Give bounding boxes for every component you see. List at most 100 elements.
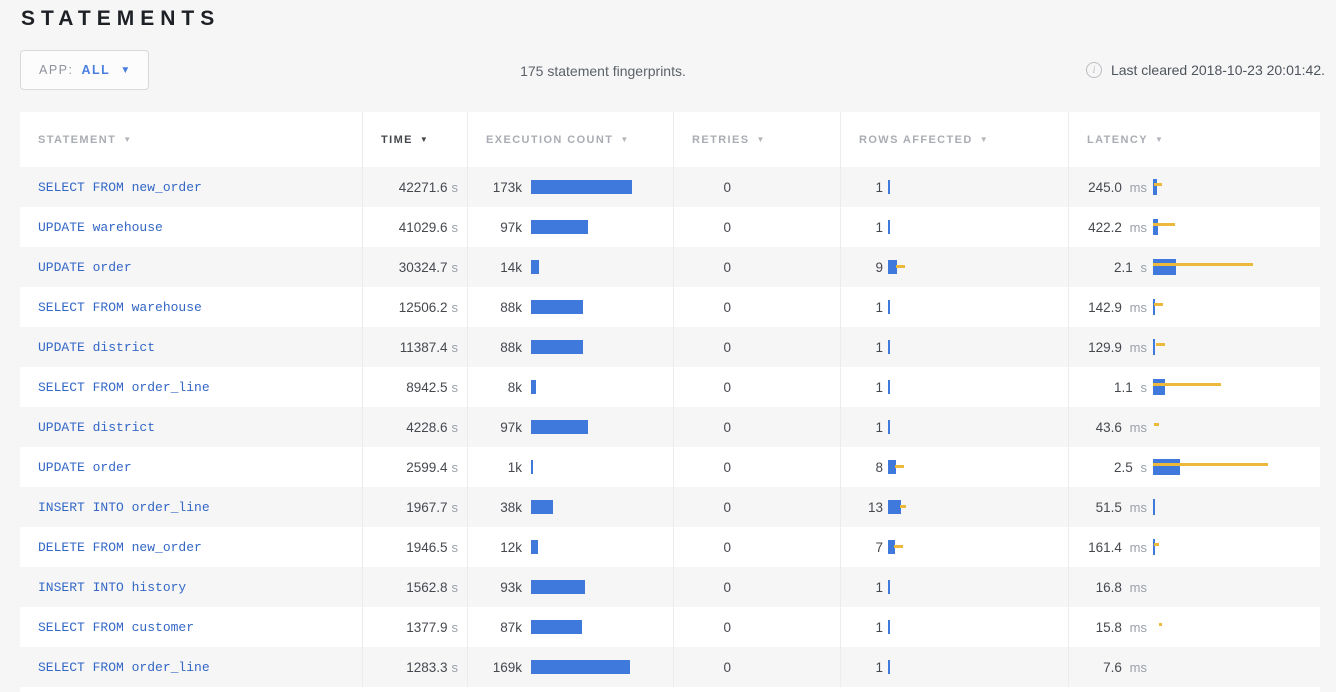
rows-affected-value: 1 bbox=[875, 419, 883, 435]
latency-unit: ms bbox=[1129, 579, 1147, 595]
latency-barchart bbox=[1153, 539, 1320, 555]
column-header[interactable]: ROWS AFFECTED ▼ bbox=[840, 112, 1068, 167]
execution-count-bar bbox=[531, 300, 583, 314]
latency-value: 51.5 bbox=[1095, 499, 1122, 515]
execution-count-cell: 87k bbox=[467, 607, 673, 647]
latency-cell: 161.4 ms bbox=[1068, 527, 1320, 567]
statement-link[interactable]: UPDATE order bbox=[38, 459, 132, 475]
rows-affected-value: 8 bbox=[875, 459, 883, 475]
rows-affected-stddev-bar bbox=[896, 265, 905, 268]
column-header-label: ROWS AFFECTED bbox=[859, 133, 973, 146]
rows-affected-stddev-bar bbox=[900, 505, 906, 508]
latency-barchart bbox=[1153, 299, 1320, 315]
rows-affected-bar bbox=[888, 260, 897, 274]
statement-link[interactable]: SELECT FROM order_line bbox=[38, 659, 210, 675]
latency-mean-bar bbox=[1153, 339, 1155, 355]
execution-count-bar bbox=[531, 660, 630, 674]
info-icon[interactable]: i bbox=[1085, 62, 1102, 78]
retries-value: 0 bbox=[723, 659, 731, 675]
execution-count-bar bbox=[531, 540, 538, 554]
execution-count-barchart bbox=[531, 339, 673, 355]
execution-count-cell: 8k bbox=[467, 367, 673, 407]
latency-unit: s bbox=[1140, 379, 1148, 395]
execution-count-value: 169k bbox=[492, 659, 522, 675]
time-unit: s bbox=[451, 259, 459, 275]
execution-count-cell: 38k bbox=[467, 487, 673, 527]
statement-link[interactable]: SELECT FROM order_line bbox=[38, 379, 210, 395]
rows-affected-barchart bbox=[888, 499, 1068, 515]
execution-count-value: 97k bbox=[500, 419, 522, 435]
app-filter-label: APP: bbox=[39, 63, 74, 77]
table-row: UPDATE warehouse 41029.6 s 97k 0 1 422.2… bbox=[20, 207, 1320, 247]
statement-cell: UPDATE district bbox=[20, 407, 362, 447]
retries-value: 0 bbox=[723, 259, 731, 275]
rows-affected-stddev-bar bbox=[895, 465, 904, 468]
latency-stddev-bar bbox=[1154, 423, 1159, 426]
rows-affected-bar bbox=[888, 220, 890, 234]
table-row: UPDATE district 4228.6 s 97k 0 1 43.6 ms bbox=[20, 407, 1320, 447]
time-cell: 2599.4 s bbox=[362, 447, 467, 487]
app-filter-button[interactable]: APP: ALL ▼ bbox=[20, 50, 150, 90]
execution-count-bar bbox=[531, 580, 585, 594]
latency-barchart bbox=[1153, 579, 1320, 595]
execution-count-bar bbox=[531, 460, 533, 474]
execution-count-value: 8k bbox=[507, 379, 522, 395]
execution-count-cell: 88k bbox=[467, 327, 673, 367]
table-row: SELECT FROM new_order 42271.6 s 173k 0 1… bbox=[20, 167, 1320, 207]
latency-cell: 16.8 ms bbox=[1068, 567, 1320, 607]
rows-affected-barchart bbox=[888, 379, 1068, 395]
latency-value: 422.2 bbox=[1088, 219, 1122, 235]
latency-value-group: 16.8 ms bbox=[1069, 580, 1147, 595]
statement-link[interactable]: SELECT FROM new_order bbox=[38, 179, 202, 195]
retries-value: 0 bbox=[723, 179, 731, 195]
last-cleared: i Last cleared 2018-10-23 20:01:42. bbox=[1085, 62, 1325, 78]
app-filter-value: ALL bbox=[81, 63, 111, 77]
column-header[interactable]: STATEMENT ▼ bbox=[20, 112, 362, 167]
statement-link[interactable]: UPDATE warehouse bbox=[38, 219, 163, 235]
statement-cell: UPDATE warehouse bbox=[20, 207, 362, 247]
table-row: SELECT FROM order_line 1283.3 s 169k 0 1… bbox=[20, 647, 1320, 687]
rows-affected-bar bbox=[888, 540, 895, 554]
column-header[interactable]: LATENCY ▼ bbox=[1068, 112, 1320, 167]
latency-value: 2.1 bbox=[1113, 259, 1133, 275]
latency-cell: 51.5 ms bbox=[1068, 487, 1320, 527]
time-cell: 1562.8 s bbox=[362, 567, 467, 607]
retries-cell: 0 bbox=[673, 527, 840, 567]
execution-count-value: 38k bbox=[500, 499, 522, 515]
sort-arrow-icon: ▼ bbox=[979, 135, 990, 144]
latency-value: 245.0 bbox=[1088, 179, 1122, 195]
rows-affected-cell: 1 bbox=[840, 647, 1068, 687]
table-row: UPDATE order 2599.4 s 1k 0 8 2.5 s bbox=[20, 447, 1320, 487]
latency-unit: ms bbox=[1129, 419, 1147, 435]
execution-count-cell: 169k bbox=[467, 647, 673, 687]
rows-affected-value: 1 bbox=[875, 179, 883, 195]
statement-link[interactable]: INSERT INTO history bbox=[38, 579, 187, 595]
latency-value-group: 2.1 s bbox=[1069, 260, 1147, 275]
statement-link[interactable]: INSERT INTO order_line bbox=[38, 499, 210, 515]
statement-link[interactable]: SELECT FROM warehouse bbox=[38, 299, 202, 315]
latency-value-group: 161.4 ms bbox=[1069, 540, 1147, 555]
column-header[interactable]: EXECUTION COUNT ▼ bbox=[467, 112, 673, 167]
retries-cell: 0 bbox=[673, 367, 840, 407]
execution-count-cell: 14k bbox=[467, 247, 673, 287]
rows-affected-value: 1 bbox=[875, 619, 883, 635]
statement-cell: SELECT FROM order_line bbox=[20, 367, 362, 407]
rows-affected-barchart bbox=[888, 419, 1068, 435]
time-value: 8942.5 bbox=[406, 379, 448, 395]
rows-affected-cell: 8 bbox=[840, 447, 1068, 487]
latency-value: 161.4 bbox=[1088, 539, 1122, 555]
statement-link[interactable]: UPDATE order bbox=[38, 259, 132, 275]
column-header[interactable]: TIME ▼ bbox=[362, 112, 467, 167]
statement-link[interactable]: UPDATE district bbox=[38, 339, 156, 355]
statement-link[interactable]: UPDATE district bbox=[38, 419, 156, 435]
statement-cell: UPDATE order bbox=[20, 447, 362, 487]
rows-affected-value: 13 bbox=[867, 499, 883, 515]
statement-link[interactable]: DELETE FROM new_order bbox=[38, 539, 202, 555]
execution-count-barchart bbox=[531, 539, 673, 555]
time-value: 1946.5 bbox=[406, 539, 448, 555]
statement-link[interactable]: SELECT FROM customer bbox=[38, 619, 195, 635]
column-header[interactable]: RETRIES ▼ bbox=[673, 112, 840, 167]
rows-affected-barchart bbox=[888, 179, 1068, 195]
execution-count-barchart bbox=[531, 659, 673, 675]
sort-arrow-icon: ▼ bbox=[756, 135, 766, 144]
